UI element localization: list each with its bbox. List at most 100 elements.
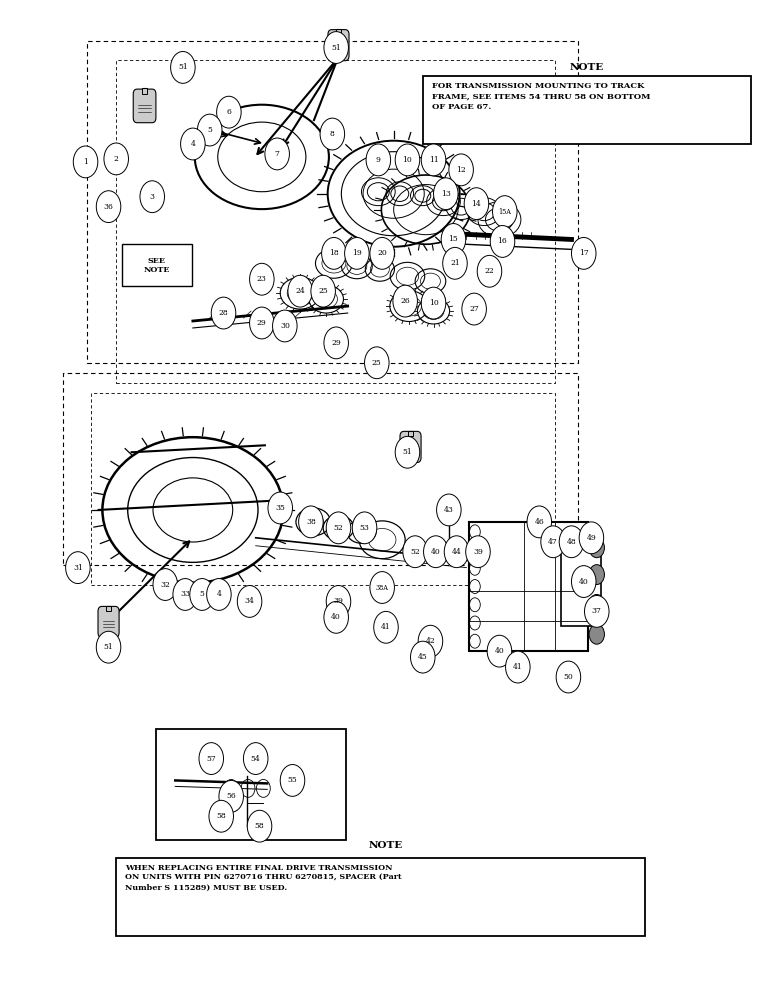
Text: 40: 40: [579, 578, 588, 586]
Circle shape: [393, 285, 418, 317]
Circle shape: [322, 237, 346, 269]
Circle shape: [96, 191, 120, 223]
Text: 51: 51: [178, 63, 188, 71]
Circle shape: [441, 224, 466, 255]
Text: 18: 18: [329, 249, 339, 257]
Text: 4: 4: [191, 140, 195, 148]
Text: 12: 12: [456, 166, 466, 174]
Circle shape: [395, 144, 420, 176]
Text: 15A: 15A: [498, 208, 511, 216]
Text: 48: 48: [567, 538, 577, 546]
Text: 5: 5: [200, 590, 205, 598]
Bar: [142, 88, 147, 94]
Text: 25: 25: [372, 359, 381, 367]
Circle shape: [73, 146, 98, 178]
Text: 37: 37: [592, 607, 601, 615]
Circle shape: [209, 800, 233, 832]
Text: 32: 32: [161, 581, 170, 589]
Circle shape: [324, 327, 348, 359]
Circle shape: [268, 492, 293, 524]
Text: 57: 57: [206, 755, 216, 763]
Text: 29: 29: [257, 319, 266, 327]
Text: 55: 55: [288, 776, 297, 784]
Circle shape: [527, 506, 551, 538]
Circle shape: [493, 196, 517, 228]
Text: 38A: 38A: [376, 584, 388, 592]
Text: 7: 7: [275, 150, 279, 158]
Text: 42: 42: [425, 637, 435, 645]
Text: 40: 40: [495, 647, 504, 655]
Bar: [121, 244, 192, 286]
Bar: [117, 858, 645, 936]
Text: 31: 31: [73, 564, 83, 572]
Circle shape: [247, 810, 272, 842]
Text: NOTE: NOTE: [369, 841, 403, 850]
Circle shape: [541, 526, 565, 558]
Text: 51: 51: [331, 44, 341, 52]
Text: 40: 40: [431, 548, 441, 556]
Circle shape: [366, 144, 391, 176]
Text: 1: 1: [83, 158, 88, 166]
Circle shape: [344, 237, 369, 269]
Text: 36: 36: [103, 203, 113, 211]
Circle shape: [464, 188, 489, 220]
Text: 21: 21: [450, 259, 460, 267]
Text: 38: 38: [306, 518, 316, 526]
Circle shape: [466, 536, 490, 568]
Text: 10: 10: [428, 299, 438, 307]
Text: 34: 34: [245, 597, 255, 605]
Circle shape: [352, 512, 377, 544]
Circle shape: [190, 579, 215, 610]
Circle shape: [374, 611, 398, 643]
Circle shape: [490, 226, 515, 257]
Text: 22: 22: [485, 267, 494, 275]
Circle shape: [219, 780, 243, 812]
Circle shape: [299, 506, 323, 538]
Text: 5: 5: [207, 126, 212, 134]
Text: 11: 11: [428, 156, 438, 164]
Circle shape: [199, 743, 224, 774]
Circle shape: [249, 263, 274, 295]
Text: 58: 58: [255, 822, 265, 830]
Text: 45: 45: [418, 653, 428, 661]
Circle shape: [364, 347, 389, 379]
Text: 39: 39: [473, 548, 483, 556]
Circle shape: [181, 128, 205, 160]
FancyBboxPatch shape: [328, 30, 349, 61]
Circle shape: [171, 52, 195, 83]
Text: 2: 2: [113, 155, 119, 163]
Text: 20: 20: [378, 249, 387, 257]
Circle shape: [403, 536, 428, 568]
Text: 44: 44: [452, 548, 462, 556]
Text: 4: 4: [216, 590, 222, 598]
Text: 29: 29: [331, 339, 341, 347]
Circle shape: [249, 307, 274, 339]
Bar: [423, 76, 751, 144]
Text: 39: 39: [334, 597, 344, 605]
Text: 27: 27: [469, 305, 479, 313]
Bar: [156, 729, 346, 840]
Circle shape: [265, 138, 290, 170]
Circle shape: [571, 566, 596, 597]
Circle shape: [198, 114, 222, 146]
FancyBboxPatch shape: [98, 606, 119, 637]
Circle shape: [140, 181, 164, 213]
Circle shape: [506, 651, 530, 683]
Circle shape: [273, 310, 297, 342]
Circle shape: [327, 586, 350, 617]
Circle shape: [556, 661, 581, 693]
Text: 19: 19: [352, 249, 362, 257]
Text: 49: 49: [587, 534, 596, 542]
Circle shape: [104, 143, 128, 175]
Text: 51: 51: [103, 643, 113, 651]
Circle shape: [173, 579, 198, 610]
Circle shape: [589, 594, 604, 614]
Text: 35: 35: [276, 504, 285, 512]
Text: 54: 54: [251, 755, 261, 763]
Circle shape: [320, 118, 344, 150]
Text: 33: 33: [180, 590, 190, 598]
Circle shape: [280, 765, 305, 796]
Text: NOTE: NOTE: [570, 63, 604, 72]
Circle shape: [449, 154, 473, 186]
Circle shape: [418, 625, 442, 657]
